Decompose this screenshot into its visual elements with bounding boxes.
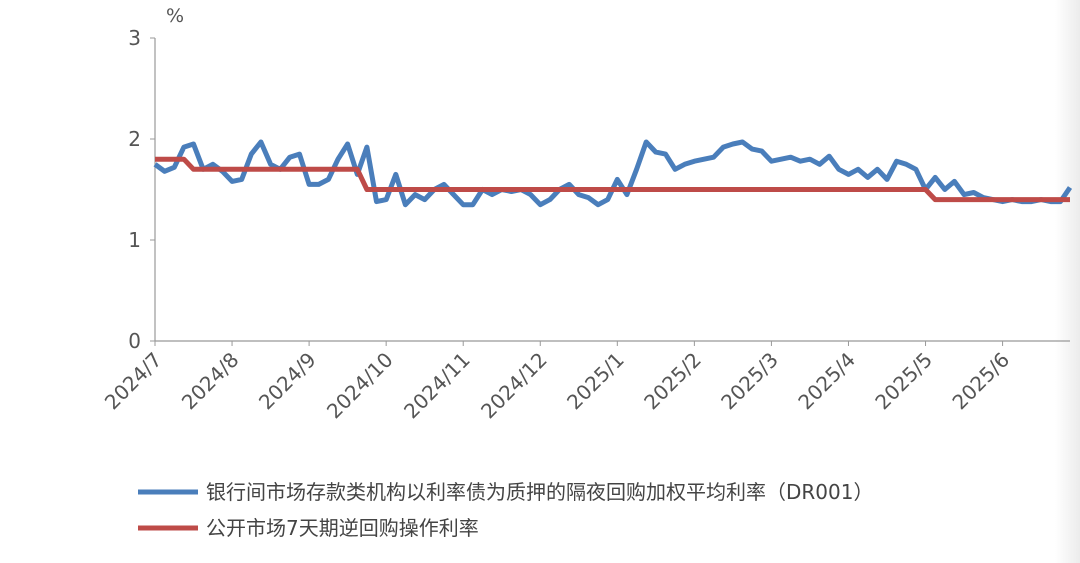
series-line — [155, 156, 1070, 203]
x-tick-label: 2024/7 — [100, 348, 167, 415]
y-tick-label: 0 — [128, 329, 141, 353]
x-tick-label: 2024/9 — [254, 348, 321, 415]
x-tick-label: 2024/8 — [177, 348, 244, 415]
x-tick-label: 2025/4 — [793, 348, 860, 415]
y-tick-label: 3 — [128, 26, 141, 50]
y-tick-label: 2 — [128, 127, 141, 151]
legend-label: 银行间市场存款类机构以利率债为质押的隔夜回购加权平均利率（DR001） — [206, 480, 873, 504]
x-tick-label: 2025/3 — [716, 348, 783, 415]
legend-label: 公开市场7天期逆回购操作利率 — [206, 516, 479, 540]
x-tick-label: 2025/1 — [562, 348, 629, 415]
y-tick-label: 1 — [128, 228, 141, 252]
x-tick-label: 2024/10 — [322, 348, 398, 424]
x-tick-label: 2024/11 — [399, 348, 475, 424]
page-edge — [1055, 0, 1080, 563]
x-tick-label: 2025/5 — [870, 348, 937, 415]
x-tick-label: 2025/6 — [947, 348, 1014, 415]
y-unit: % — [166, 5, 184, 27]
x-tick-label: 2024/12 — [476, 348, 552, 424]
x-tick-label: 2025/2 — [639, 348, 706, 415]
